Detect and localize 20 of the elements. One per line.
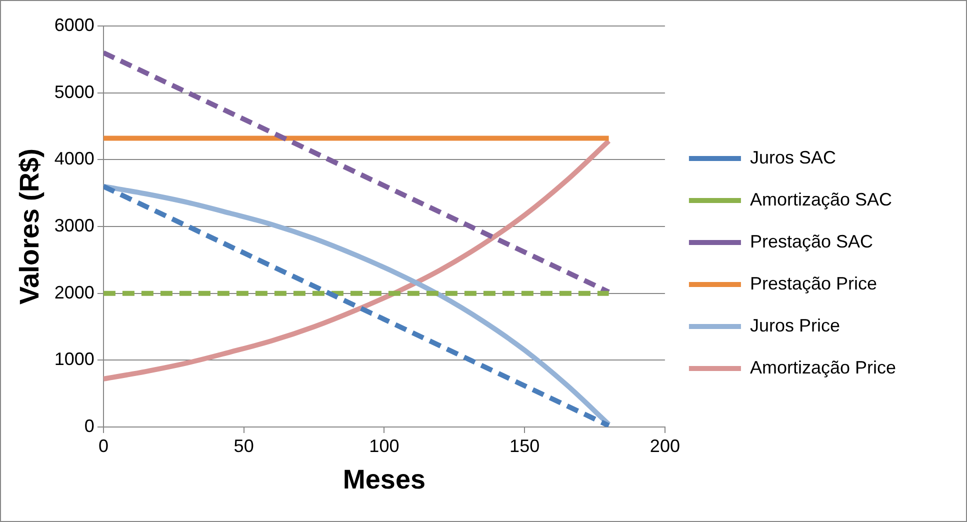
x-tick-label: 50 [234, 436, 254, 456]
legend-label: Juros Price [750, 315, 840, 336]
x-axis-title: Meses [342, 464, 426, 494]
y-axis-title: Valores (R$) [14, 148, 45, 305]
y-tick-label: 1000 [54, 349, 94, 370]
y-tick-label: 2000 [54, 282, 94, 302]
legend-label: Amortização SAC [750, 189, 892, 210]
legend-label: Prestação SAC [750, 231, 874, 252]
x-tick-label: 150 [510, 436, 540, 456]
x-tick-label: 100 [369, 436, 400, 456]
y-tick-label: 6000 [54, 14, 94, 35]
x-tick-label: 0 [98, 436, 108, 456]
y-tick-label: 5000 [54, 82, 94, 102]
x-tick-label: 200 [650, 436, 680, 456]
y-tick-label: 4000 [54, 148, 94, 169]
y-tick-label: 0 [84, 416, 94, 436]
legend-label: Amortização Price [750, 357, 896, 378]
y-tick-label: 3000 [54, 215, 94, 236]
legend-label: Prestação Price [750, 273, 878, 294]
legend-label: Juros SAC [750, 147, 836, 168]
